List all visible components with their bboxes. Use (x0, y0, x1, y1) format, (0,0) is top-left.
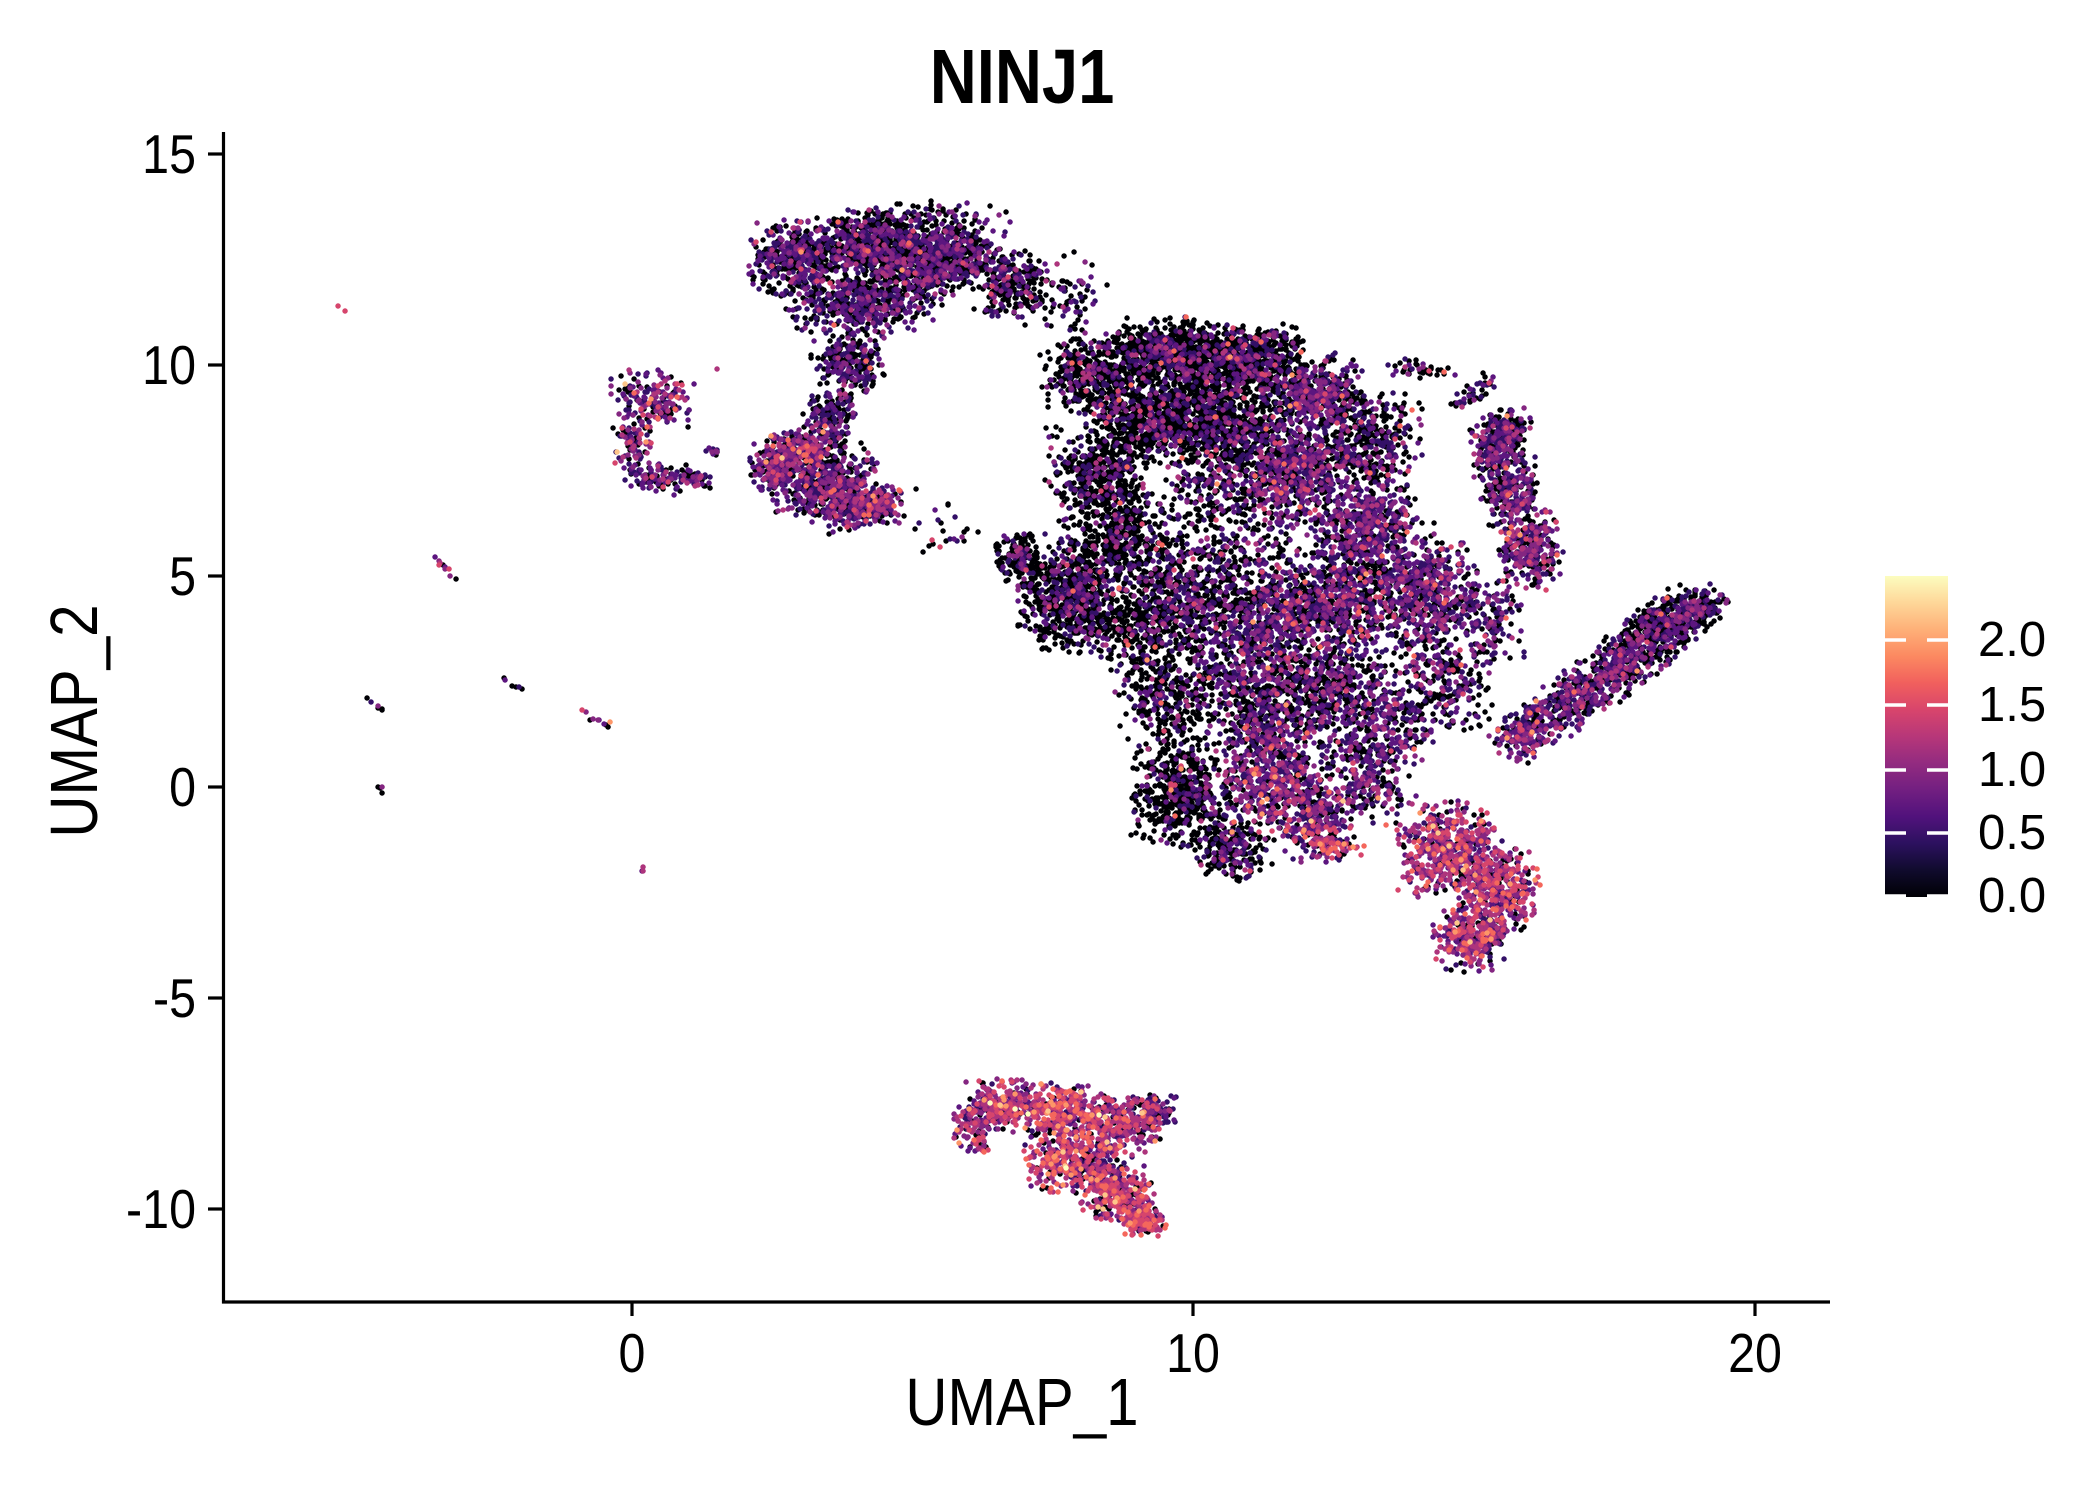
svg-text:0: 0 (619, 1322, 646, 1384)
svg-text:NINJ1: NINJ1 (930, 34, 1115, 120)
svg-text:15: 15 (142, 123, 196, 185)
svg-text:2.0: 2.0 (1978, 613, 2046, 667)
svg-text:UMAP_2: UMAP_2 (37, 604, 112, 837)
svg-text:-10: -10 (126, 1178, 196, 1240)
svg-text:10: 10 (142, 334, 196, 396)
svg-text:1.0: 1.0 (1978, 743, 2046, 797)
svg-text:-5: -5 (153, 967, 196, 1029)
svg-text:0: 0 (169, 756, 196, 818)
svg-text:10: 10 (1166, 1322, 1220, 1384)
svg-text:1.5: 1.5 (1978, 678, 2046, 732)
svg-text:20: 20 (1728, 1322, 1782, 1384)
svg-text:0.0: 0.0 (1978, 869, 2046, 923)
svg-text:0.5: 0.5 (1978, 806, 2046, 860)
svg-text:UMAP_1: UMAP_1 (905, 1365, 1138, 1440)
svg-text:5: 5 (169, 545, 196, 607)
